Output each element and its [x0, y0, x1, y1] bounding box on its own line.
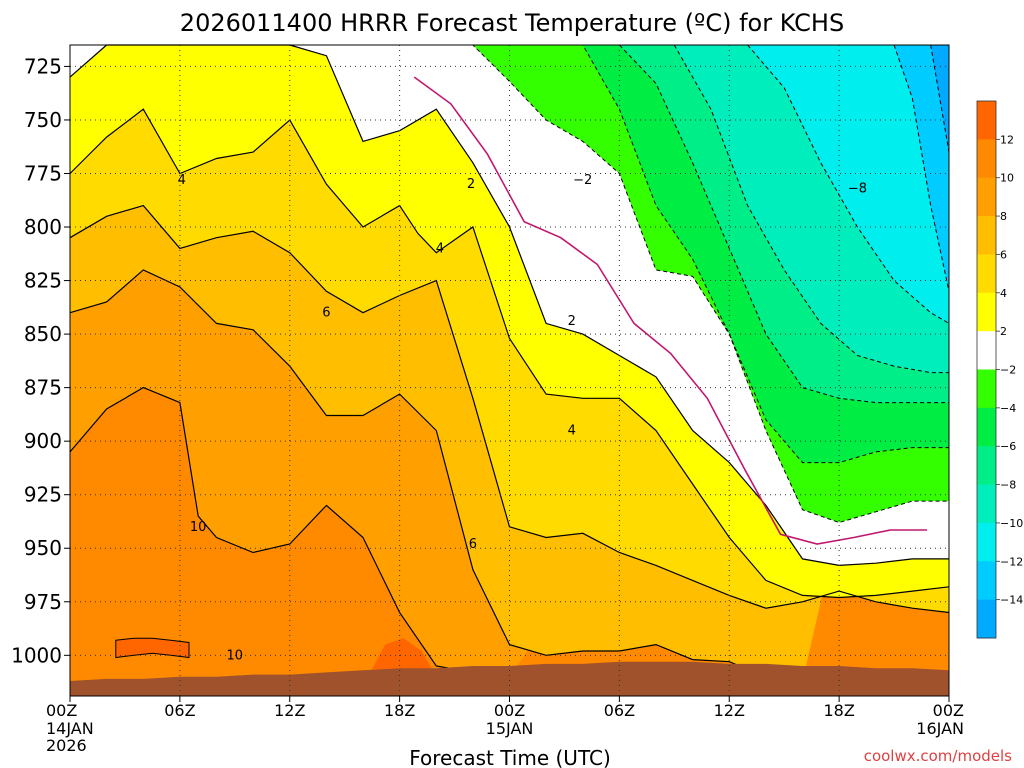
contour-6	[69, 204, 950, 614]
contour-label: 2	[467, 177, 475, 192]
colorbar-swatch	[977, 407, 996, 447]
contour-label: 10	[190, 520, 207, 535]
contour-label: 4	[178, 173, 186, 188]
y-tick-label: 925	[24, 483, 62, 507]
contour-labels: 4 2 −2 −8 4 6 2 4 10 6 10	[178, 173, 867, 663]
contour-label: 4	[568, 423, 576, 438]
y-tick-label: 950	[24, 536, 62, 560]
y-tick-label: 725	[24, 54, 62, 78]
colorbar-swatch	[977, 561, 996, 601]
x-tick-label: 06Z	[164, 701, 195, 720]
colorbar-swatch	[977, 331, 996, 370]
contour-neg--12	[893, 44, 950, 292]
colorbar-tick-label: 8	[1000, 210, 1007, 223]
colorbar-tick-label: 6	[1000, 248, 1007, 261]
band-hot-18z	[370, 638, 433, 673]
x-tick-label: 00Z	[494, 701, 525, 720]
contour-label: 10	[227, 648, 244, 663]
colorbar-tick-label: −10	[1000, 517, 1023, 530]
x-axis-label: Forecast Time (UTC)	[409, 746, 611, 768]
band-cold--15	[930, 45, 949, 153]
contour-neg--8	[673, 44, 949, 374]
colorbar-tick-label: −6	[1000, 440, 1016, 453]
x-tick-label: 00Z	[46, 701, 77, 720]
colorbar-swatch	[977, 484, 996, 524]
contour-label: 2	[568, 314, 576, 329]
colorbar-swatch	[977, 177, 996, 217]
contour-label: 6	[469, 537, 477, 552]
colorbar-tick-label: −12	[1000, 555, 1023, 568]
x-tick-label: 12Z	[714, 701, 745, 720]
plot-area: 4 2 −2 −8 4 6 2 4 10 6 10	[69, 44, 950, 697]
x-tick-sublabel: 15JAN	[486, 719, 534, 738]
contour-neg--10	[747, 44, 950, 324]
colorbar-tick-label: 4	[1000, 287, 1007, 300]
x-tick-label: 12Z	[274, 701, 305, 720]
y-tick-label: 750	[24, 108, 62, 132]
band-cold--13	[894, 45, 949, 292]
y-tick-label: 975	[24, 590, 62, 614]
contour-neg--6	[619, 44, 949, 404]
contour-10	[69, 386, 510, 678]
x-tick-sublabel: 14JAN	[46, 719, 94, 738]
contour-0	[413, 76, 927, 545]
x-tick-label: 18Z	[823, 701, 854, 720]
colorbar-swatch	[977, 139, 996, 179]
credit-text: coolwx.com/models	[864, 747, 1012, 765]
colorbar-swatch	[977, 599, 996, 639]
y-tick-label: 900	[24, 429, 62, 453]
x-tick-label: 06Z	[604, 701, 635, 720]
y-tick-label: 800	[24, 215, 62, 239]
colorbar-swatch	[977, 292, 996, 332]
band-cold--11	[747, 45, 949, 324]
band-12-14	[115, 637, 190, 659]
y-axis: 725 750 775 800 825 850 875 900 925 950 975 1000	[11, 54, 70, 667]
contour-4	[69, 108, 950, 599]
colorbar-swatch	[977, 101, 996, 140]
colorbar-tick-label: −4	[1000, 402, 1016, 415]
colorbar-tick-label: −8	[1000, 479, 1016, 492]
contour-label: 4	[436, 241, 444, 256]
y-tick-label: 825	[24, 269, 62, 293]
colorbar-tick-label: 2	[1000, 325, 1007, 338]
colorbar-tick-label: −14	[1000, 594, 1023, 607]
x-tick-label: 18Z	[384, 701, 415, 720]
colorbar-swatch	[977, 446, 996, 486]
y-tick-label: 1000	[11, 643, 62, 667]
colorbar-tick-label: 12	[1000, 133, 1014, 146]
colorbar-swatch	[977, 216, 996, 255]
colorbar-tick-label: 10	[1000, 172, 1014, 185]
colorbar-tick-label: −2	[1000, 364, 1016, 377]
x-tick-sublabel: 16JAN	[916, 719, 964, 738]
contour-label: −8	[848, 181, 867, 196]
colorbar-swatch	[977, 369, 996, 409]
contour-label: −2	[573, 173, 592, 188]
colorbar-swatch	[977, 254, 996, 294]
chart-title: 2026011400 HRRR Forecast Temperature (ºC…	[180, 9, 844, 37]
colorbar: 12 10 8 6 4 2 −2 −4 −6 −8 −10 −12 −14	[976, 100, 1023, 639]
y-tick-label: 775	[24, 161, 62, 185]
x-tick-sublabel: 2026	[46, 736, 87, 755]
contour-8	[69, 269, 803, 682]
x-tick-label: 00Z	[933, 701, 964, 720]
colorbar-swatch	[977, 522, 996, 562]
contour-neg--2	[436, 44, 949, 524]
y-tick-label: 850	[24, 322, 62, 346]
y-tick-label: 875	[24, 376, 62, 400]
contour-label: 6	[322, 306, 330, 321]
